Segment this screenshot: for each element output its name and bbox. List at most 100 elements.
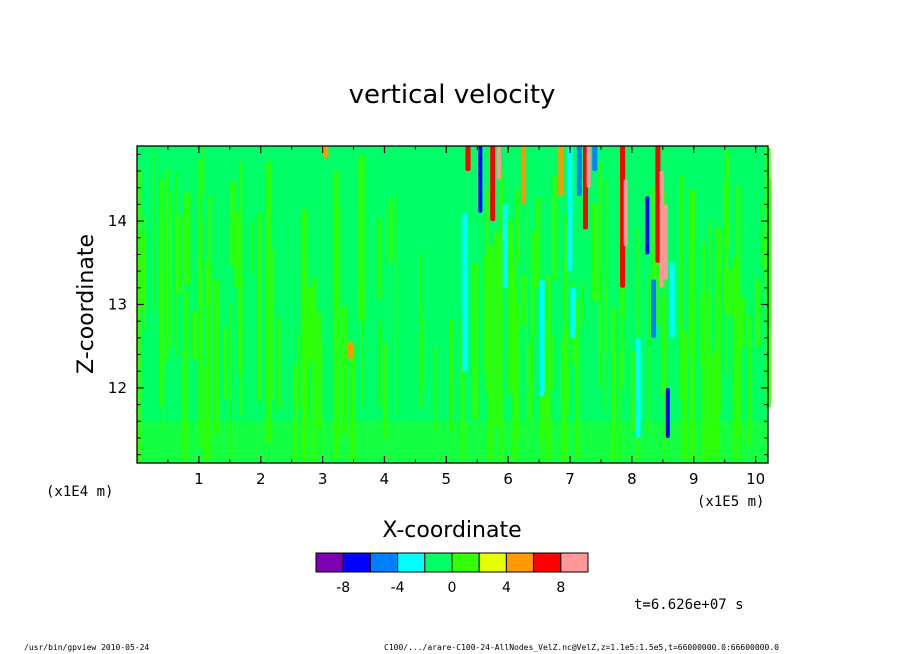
- field-stripe: [394, 194, 397, 415]
- field-stripe: [320, 340, 323, 463]
- field-stripe: [378, 321, 382, 406]
- velocity-feature: [490, 146, 496, 222]
- field-stripe: [257, 212, 262, 402]
- field-stripe: [377, 218, 382, 300]
- field-stripe: [736, 184, 741, 435]
- field-stripe: [552, 335, 555, 390]
- velocity-feature: [323, 146, 329, 159]
- field-stripe: [169, 192, 173, 348]
- y-tick-label: 14: [108, 212, 127, 230]
- velocity-feature: [567, 146, 573, 272]
- footer-left: /usr/bin/gpview 2010-05-24: [24, 643, 150, 652]
- field-stripe: [701, 340, 707, 463]
- field-stripe: [137, 258, 141, 374]
- x-unit-left: (x1E4 m): [46, 484, 113, 500]
- velocity-feature: [635, 337, 641, 438]
- x-tick-label: 7: [565, 470, 575, 488]
- field-stripe: [748, 314, 752, 445]
- field-stripe: [341, 306, 348, 434]
- field-stripe: [651, 186, 655, 288]
- velocity-feature: [462, 212, 468, 372]
- colorbar-swatch: [342, 552, 371, 573]
- field-stripe: [164, 169, 169, 361]
- colorbar-swatch: [505, 552, 535, 573]
- field-stripe: [449, 320, 454, 433]
- field-stripe: [382, 343, 388, 439]
- field-stripe: [293, 364, 298, 463]
- field-stripe: [564, 259, 568, 463]
- field-stripe: [592, 203, 599, 302]
- field-features: [323, 146, 675, 438]
- field-stripe: [361, 281, 364, 408]
- field-stripe: [499, 167, 504, 287]
- chart-title: vertical velocity: [349, 80, 556, 110]
- field-stripe: [175, 215, 183, 294]
- field-stripe: [689, 189, 696, 463]
- colorbar-swatch: [478, 552, 507, 573]
- field-stripe: [755, 278, 761, 348]
- field-stripe: [575, 298, 580, 459]
- plot-area: [136, 145, 772, 464]
- velocity-feature: [663, 204, 668, 280]
- colorbar-swatch: [533, 552, 562, 573]
- field-stripe: [700, 292, 704, 366]
- velocity-feature: [539, 279, 545, 397]
- colorbar-tick-label: -4: [391, 580, 405, 596]
- velocity-feature: [496, 146, 501, 180]
- x-axis-label: X-coordinate: [382, 518, 521, 543]
- velocity-feature: [521, 146, 527, 205]
- x-tick-label: 2: [256, 470, 266, 488]
- field-stripe: [542, 348, 549, 417]
- field-stripe: [205, 259, 211, 463]
- field-stripe: [725, 252, 728, 376]
- field-stripe: [312, 277, 317, 463]
- field-stripe: [515, 285, 518, 463]
- field-stripe: [661, 295, 667, 396]
- field-stripe: [297, 333, 301, 410]
- x-tick-label: 9: [689, 470, 699, 488]
- field-stripe: [605, 179, 608, 354]
- field-stripe: [386, 209, 389, 266]
- field-stripe: [715, 227, 721, 413]
- field-stripe: [162, 225, 165, 429]
- field-stripe: [761, 203, 764, 267]
- field-stripe: [230, 181, 236, 267]
- field-stripe: [494, 231, 500, 427]
- field-stripe: [358, 155, 365, 321]
- field-stripe: [706, 289, 712, 463]
- field-stripe: [710, 352, 717, 455]
- field-stripe: [654, 259, 659, 326]
- x-tick-label: 6: [503, 470, 513, 488]
- field-stripe: [239, 161, 243, 417]
- field-stripe: [420, 253, 423, 325]
- colorbar-swatch: [397, 552, 426, 573]
- field-stripe: [159, 269, 164, 378]
- x-tick-label: 8: [627, 470, 637, 488]
- field-stripe: [191, 311, 197, 360]
- velocity-feature: [659, 171, 664, 288]
- field-stripe: [315, 312, 321, 428]
- velocity-feature: [465, 146, 471, 171]
- field-stripe: [141, 235, 147, 311]
- field-stripe: [681, 331, 688, 463]
- velocity-feature: [586, 146, 591, 188]
- field-stripe: [250, 221, 254, 274]
- footer-right: C100/.../arare-C100-24-AllNodes_VelZ.nc@…: [384, 643, 779, 652]
- field-stripe: [708, 220, 712, 288]
- x-tick-label: 3: [318, 470, 328, 488]
- field-stripe: [485, 187, 489, 393]
- field-stripe: [513, 266, 517, 463]
- field-stripe: [526, 208, 528, 447]
- velocity-feature: [665, 387, 670, 438]
- field-stripe: [499, 212, 503, 463]
- velocity-feature: [655, 146, 661, 263]
- time-annotation: t=6.626e+07 s: [634, 597, 744, 613]
- field-stripe: [727, 267, 733, 315]
- field-stripe: [303, 350, 310, 425]
- field-stripe: [350, 345, 356, 463]
- x-unit-right: (x1E5 m): [697, 494, 764, 510]
- field-stripe: [389, 198, 394, 262]
- field-stripe: [483, 255, 486, 373]
- field-stripe: [520, 275, 526, 326]
